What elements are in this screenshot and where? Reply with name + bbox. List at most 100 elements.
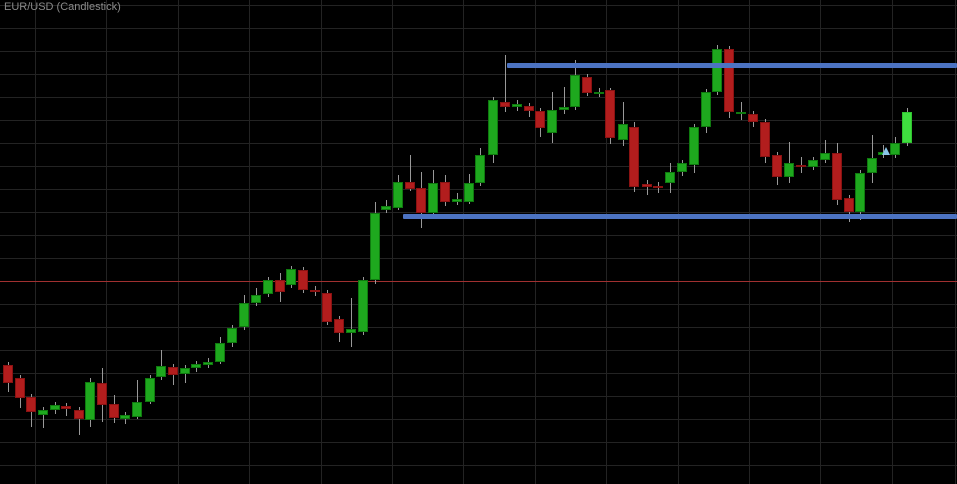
candle-body <box>867 158 877 173</box>
candle-body <box>820 153 830 160</box>
resistance-line[interactable] <box>507 62 957 68</box>
candle-wick <box>789 142 790 183</box>
candle-wick <box>161 350 162 380</box>
grid-line-vertical <box>321 0 322 484</box>
grid-line-vertical <box>820 0 821 484</box>
candle-body <box>416 188 426 213</box>
grid-line-vertical <box>463 0 464 484</box>
candle-wick <box>351 298 352 347</box>
candle-body <box>582 77 592 93</box>
grid-line-horizontal <box>0 51 957 52</box>
candle-body <box>547 110 557 133</box>
candle-body <box>405 182 415 189</box>
candle-body <box>334 319 344 333</box>
candle-wick <box>505 55 506 112</box>
candle-body <box>653 186 663 188</box>
candle-body <box>26 397 36 412</box>
candle-body <box>618 124 628 140</box>
candle-body <box>227 328 237 343</box>
candle-body <box>605 90 615 138</box>
candle-wick <box>410 155 411 191</box>
candle-body <box>381 206 391 210</box>
candle-body <box>535 111 545 128</box>
candle-wick <box>43 407 44 428</box>
grid-line-vertical <box>35 0 36 484</box>
candle-wick <box>137 380 138 419</box>
candle-body <box>748 114 758 122</box>
candle-wick <box>79 407 80 435</box>
candle-body <box>132 402 142 417</box>
grid-line-vertical <box>678 0 679 484</box>
candle-body <box>452 199 462 202</box>
candle-body <box>855 173 865 212</box>
candle-body <box>712 49 722 92</box>
grid-line-horizontal <box>0 120 957 121</box>
candle-body <box>97 383 107 405</box>
candle-body <box>629 127 639 187</box>
grid-line-horizontal <box>0 143 957 144</box>
grid-line-vertical <box>392 0 393 484</box>
grid-line-horizontal <box>0 304 957 305</box>
chart-title: EUR/USD (Candlestick) <box>4 1 121 13</box>
grid-line-horizontal <box>0 350 957 351</box>
candle-body <box>203 362 213 365</box>
candle-body <box>358 280 368 332</box>
grid-line-vertical <box>535 0 536 484</box>
candle-body <box>370 213 380 280</box>
candle-body <box>38 410 48 415</box>
candle-body <box>440 182 450 202</box>
candle-body <box>844 198 854 212</box>
grid-line-horizontal <box>0 465 957 466</box>
grid-line-horizontal <box>0 373 957 374</box>
candle-body <box>346 329 356 333</box>
grid-line-horizontal <box>0 28 957 29</box>
grid-line-vertical <box>178 0 179 484</box>
candle-body <box>724 49 734 112</box>
candle-body <box>74 410 84 419</box>
candle-body <box>109 404 119 418</box>
grid-line-vertical <box>955 0 956 484</box>
candle-wick <box>741 102 742 120</box>
grid-line-horizontal <box>0 74 957 75</box>
grid-line-vertical <box>606 0 607 484</box>
up-arrow-marker-icon[interactable] <box>882 147 890 155</box>
candle-body <box>393 182 403 208</box>
support-line[interactable] <box>403 213 957 219</box>
candle-body <box>145 378 155 402</box>
grid-line-vertical <box>749 0 750 484</box>
candle-body <box>263 280 273 294</box>
candle-wick <box>647 180 648 195</box>
candle-wick <box>825 140 826 163</box>
price-level-line[interactable] <box>0 280 957 282</box>
grid-line-horizontal <box>0 212 957 213</box>
candle-body <box>594 92 604 94</box>
candle-body <box>772 155 782 177</box>
candle-body <box>665 172 675 183</box>
candle-wick <box>66 403 67 416</box>
candle-body <box>61 406 71 409</box>
grid-line-vertical <box>106 0 107 484</box>
candle-body <box>191 364 201 368</box>
grid-line-horizontal <box>0 189 957 190</box>
candle-body <box>251 295 261 303</box>
grid-line-horizontal <box>0 281 957 282</box>
candle-body <box>464 183 474 202</box>
candle-body <box>570 75 580 107</box>
candle-body <box>524 106 534 111</box>
candle-body <box>902 112 912 143</box>
candle-body <box>677 163 687 172</box>
candle-body <box>475 155 485 183</box>
grid-line-vertical <box>249 0 250 484</box>
candle-body <box>322 293 332 322</box>
candle-body <box>156 366 166 377</box>
candle-body <box>275 280 285 292</box>
candle-body <box>689 127 699 165</box>
candle-body <box>180 368 190 374</box>
grid-line-horizontal <box>0 442 957 443</box>
candle-body <box>808 160 818 167</box>
candle-body <box>298 270 308 290</box>
candle-wick <box>185 365 186 383</box>
candle-body <box>500 102 510 107</box>
candle-body <box>512 104 522 107</box>
